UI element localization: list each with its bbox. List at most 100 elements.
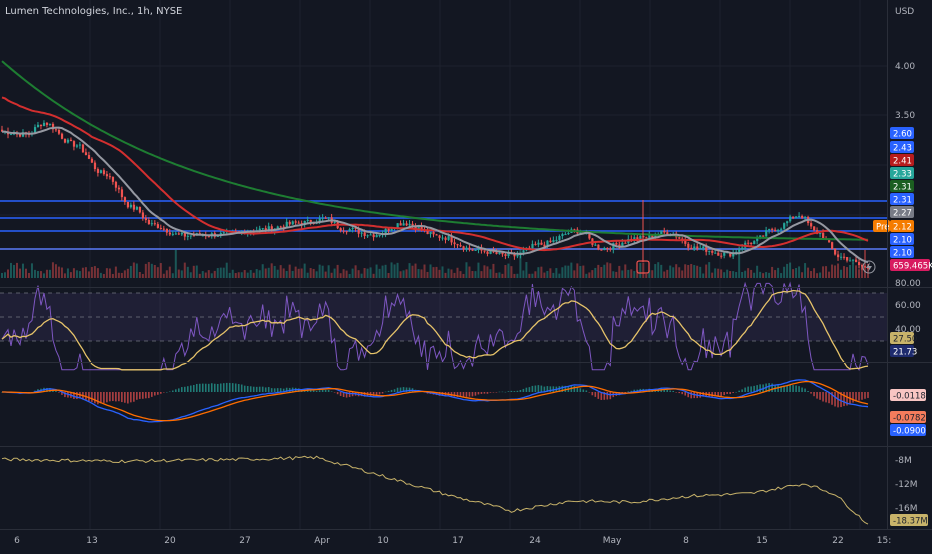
rsi-axis-tick: 60.00 <box>895 301 921 311</box>
candle-body <box>342 230 345 232</box>
volume-bar <box>6 269 9 278</box>
macd-histogram-bar <box>246 386 249 392</box>
pane-separator <box>0 362 932 363</box>
candle-body <box>474 250 477 252</box>
volume-bar <box>288 264 291 278</box>
macd-histogram-bar <box>279 388 282 392</box>
volume-bar <box>798 266 801 278</box>
volume-bar <box>228 272 231 278</box>
candle-body <box>540 242 543 245</box>
candle-body <box>573 229 576 231</box>
candle-body <box>102 170 106 175</box>
volume-bar <box>822 266 825 278</box>
volume-bar <box>462 273 465 278</box>
volume-bar <box>357 270 360 278</box>
volume-bar <box>432 267 435 278</box>
volume-bar <box>90 266 93 278</box>
candle-body <box>360 232 363 234</box>
macd-histogram-bar <box>100 392 102 404</box>
macd-histogram-bar <box>864 392 866 399</box>
macd-histogram-bar <box>648 388 651 392</box>
volume-bar <box>714 268 717 278</box>
volume-bar <box>867 265 869 278</box>
volume-bar <box>666 269 669 278</box>
macd-histogram-bar <box>780 386 782 392</box>
volume-bar <box>660 264 663 278</box>
volume-bar <box>165 270 168 278</box>
candle-body <box>138 206 142 213</box>
macd-signal-line <box>2 380 869 422</box>
volume-bar <box>195 265 198 278</box>
candle-body <box>369 234 372 236</box>
volume-bar <box>549 268 552 278</box>
volume-bar <box>150 263 153 278</box>
candle-body <box>804 216 807 219</box>
macd-histogram-bar <box>58 392 60 393</box>
volume-bar <box>444 272 447 278</box>
macd-line <box>2 379 869 423</box>
candle-body <box>711 250 714 253</box>
candle-body <box>429 231 432 235</box>
volume-bar <box>747 268 750 278</box>
volume-bar <box>261 264 264 278</box>
volume-bar <box>576 263 579 278</box>
candle-body <box>789 216 792 222</box>
obv-line <box>1 455 869 525</box>
candle-body <box>42 122 46 127</box>
candle-body <box>852 259 855 261</box>
volume-bar <box>528 273 531 278</box>
candle-body <box>504 254 507 256</box>
volume-bar <box>795 267 798 278</box>
candle-body <box>351 227 354 230</box>
macd-histogram-bar <box>177 388 180 392</box>
macd-histogram-bar <box>777 385 779 392</box>
candle-body <box>147 219 151 225</box>
volume-bar <box>75 270 78 278</box>
candle-body <box>357 228 360 234</box>
macd-histogram-bar <box>315 390 318 392</box>
volume-bar <box>492 263 495 278</box>
candle-body <box>375 235 378 238</box>
macd-histogram-bar <box>330 391 333 392</box>
obv-axis-tick: -16M <box>895 504 917 514</box>
volume-bar <box>840 269 843 278</box>
macd-histogram-bar <box>169 391 171 393</box>
volume-bar <box>711 272 714 278</box>
candle-body <box>348 229 351 232</box>
candle-body <box>606 247 609 249</box>
volume-bar <box>726 269 729 278</box>
candle-body <box>834 248 837 255</box>
volume-bar <box>99 272 102 278</box>
macd-histogram-bar <box>402 387 405 392</box>
macd-histogram-bar <box>861 392 863 400</box>
volume-bar <box>639 262 642 278</box>
volume-bar <box>597 264 600 278</box>
volume-bar <box>135 263 138 278</box>
volume-bar <box>831 264 834 278</box>
macd-histogram-bar <box>172 390 174 392</box>
volume-bar <box>21 263 24 278</box>
macd-histogram-bar <box>825 392 827 403</box>
volume-bar <box>372 273 375 278</box>
macd-histogram-bar <box>381 392 384 394</box>
volume-bar <box>342 269 345 278</box>
candle-body <box>297 222 300 224</box>
macd-histogram-bar <box>109 392 111 402</box>
price-label: 2.27 <box>893 209 912 219</box>
volume-bar <box>522 270 525 278</box>
macd-value-label-bg <box>890 389 926 401</box>
macd-histogram-bar <box>166 391 168 393</box>
candle-body <box>792 216 795 219</box>
macd-histogram-bar <box>157 392 159 395</box>
macd-histogram-bar <box>588 392 591 393</box>
candle-body <box>537 242 540 245</box>
macd-histogram-bar <box>597 392 600 399</box>
candle-body <box>93 162 97 170</box>
candle-body <box>363 232 366 236</box>
macd-histogram-bar <box>630 390 633 392</box>
macd-histogram-bar <box>189 385 192 392</box>
volume-bar <box>426 271 429 278</box>
candle-body <box>426 230 429 235</box>
